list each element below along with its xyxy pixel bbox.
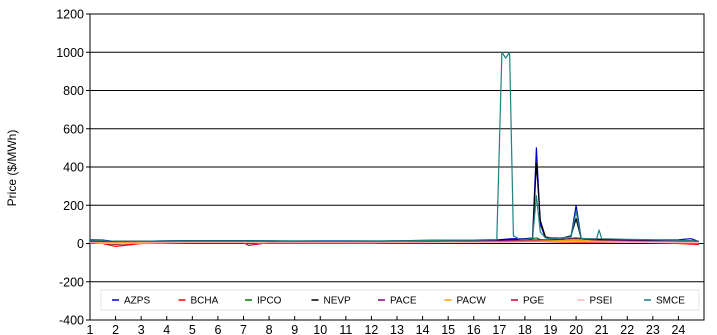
- y-tick-label--200: -200: [59, 275, 84, 289]
- x-tick-label-6: 6: [214, 323, 221, 335]
- x-tick-label-11: 11: [339, 323, 352, 335]
- x-tick-label-2: 2: [112, 323, 119, 335]
- y-axis-ticks: -400 -200 0 200 400 600 800 1000 1200: [56, 8, 90, 328]
- x-tick-label-13: 13: [390, 323, 404, 335]
- y-tick-label-0: 0: [77, 237, 84, 251]
- legend-box: [100, 289, 700, 311]
- y-tick-label-200: 200: [63, 199, 84, 213]
- series-lines: [89, 51, 700, 247]
- y-tick-label--400: -400: [59, 314, 84, 328]
- y-tick-label-1200: 1200: [56, 8, 84, 22]
- legend-label-ipco: IPCO: [257, 296, 282, 307]
- series-line-smce: [89, 51, 699, 242]
- x-tick-label-20: 20: [569, 323, 583, 335]
- legend-label-smce: SMCE: [656, 296, 685, 307]
- x-tick-label-18: 18: [518, 323, 532, 335]
- y-tick-label-800: 800: [63, 84, 84, 98]
- x-tick-label-23: 23: [646, 323, 660, 335]
- x-tick-label-3: 3: [138, 323, 145, 335]
- x-tick-label-19: 19: [544, 323, 558, 335]
- legend: AZPS BCHA IPCO NEVP PACE PACW PGE PSEI SMCE: [100, 289, 700, 311]
- x-tick-label-21: 21: [595, 323, 609, 335]
- x-tick-label-17: 17: [492, 323, 506, 335]
- x-tick-label-22: 22: [620, 323, 634, 335]
- legend-label-azps: AZPS: [124, 296, 150, 307]
- x-tick-label-4: 4: [163, 323, 170, 335]
- y-tick-label-600: 600: [63, 122, 84, 136]
- legend-label-nevp: NEVP: [324, 296, 352, 307]
- legend-label-pge: PGE: [523, 296, 544, 307]
- x-tick-label-12: 12: [364, 323, 378, 335]
- x-tick-label-14: 14: [416, 323, 430, 335]
- x-tick-label-9: 9: [291, 323, 298, 335]
- x-tick-label-15: 15: [441, 323, 455, 335]
- x-tick-label-10: 10: [313, 323, 327, 335]
- x-axis-ticks: 1 2 3 4 5 6 7 8 9 10 11 12 13 14 15 16 17 18 19 20 21 22 23 24: [87, 316, 685, 335]
- y-tick-label-1000: 1000: [56, 46, 84, 60]
- y-tick-label-400: 400: [63, 161, 84, 175]
- x-tick-label-5: 5: [189, 323, 196, 335]
- gridlines: [90, 51, 704, 283]
- x-tick-label-24: 24: [671, 323, 685, 335]
- x-tick-label-1: 1: [87, 323, 94, 335]
- legend-label-bcha: BCHA: [191, 296, 219, 307]
- series-line-psei: [89, 241, 699, 245]
- legend-label-pace: PACE: [390, 296, 417, 307]
- x-tick-label-7: 7: [240, 323, 247, 335]
- x-tick-label-8: 8: [266, 323, 273, 335]
- x-tick-label-16: 16: [467, 323, 481, 335]
- legend-label-pacw: PACW: [457, 296, 487, 307]
- y-axis-label: Price ($/MWh): [5, 130, 19, 207]
- legend-label-psei: PSEI: [590, 296, 613, 307]
